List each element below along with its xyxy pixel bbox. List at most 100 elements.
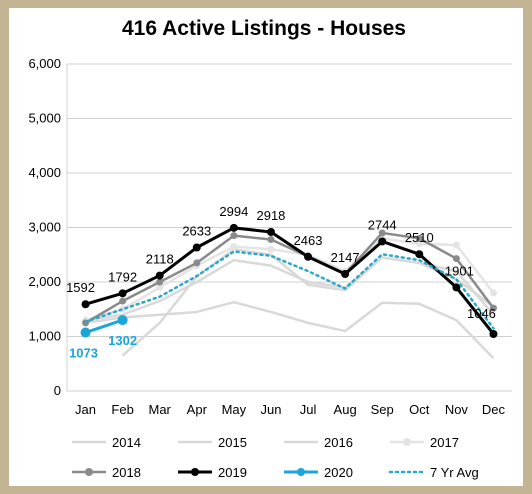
legend-marker (85, 468, 93, 476)
series-2015 (85, 256, 495, 322)
series-line (84, 250, 495, 330)
data-point (415, 240, 423, 248)
legend-marker (403, 438, 411, 446)
x-tick-label: Apr (187, 402, 208, 417)
x-tick-label: Jul (300, 402, 317, 417)
data-point (452, 283, 461, 292)
legend-item-2019: 2019 (178, 465, 247, 480)
data-point (452, 255, 460, 263)
x-tick-label: Mar (149, 402, 172, 417)
legend-label: 2019 (218, 465, 247, 480)
series-2014 (85, 300, 495, 360)
legend-marker (191, 468, 199, 476)
data-point (267, 235, 275, 243)
data-point (80, 327, 91, 338)
legend: 2014 2015 2016 2017 2018 2019 2020 7 Yr Avg (72, 435, 479, 480)
data-label-2019: 1792 (108, 269, 137, 284)
gridlines (67, 63, 512, 392)
series-2019 (81, 223, 498, 338)
legend-label: 2017 (430, 435, 459, 450)
data-point (230, 243, 238, 251)
data-point (119, 297, 127, 305)
series-line (85, 256, 495, 322)
data-point (156, 283, 164, 291)
legend-item-2018: 2018 (72, 465, 141, 480)
data-label-2019: 1901 (445, 263, 474, 278)
y-tick-label: 5,000 (28, 111, 61, 126)
data-label-2019: 1592 (66, 280, 95, 295)
data-point (415, 250, 424, 259)
data-label-2019: 2918 (256, 208, 285, 223)
data-point (266, 227, 275, 236)
x-tick-label: Aug (334, 402, 357, 417)
data-labels: 1592 1792 2118 2633 2994 2918 2463 2147 2744 2510… (66, 204, 496, 361)
data-label-2019: 2463 (294, 233, 323, 248)
data-point (489, 304, 497, 312)
data-label-2020: 1073 (69, 346, 98, 361)
data-point (341, 269, 350, 278)
legend-label: 2016 (324, 435, 353, 450)
y-tick-label: 3,000 (28, 220, 61, 235)
x-tick-label: May (222, 402, 247, 417)
data-label-2019: 2510 (405, 230, 434, 245)
data-point (304, 252, 313, 261)
legend-label: 7 Yr Avg (430, 465, 479, 480)
y-tick-label: 2,000 (28, 274, 61, 289)
data-point (489, 289, 497, 297)
legend-item-7-yr-avg: 7 Yr Avg (388, 465, 479, 480)
data-point (193, 259, 201, 267)
x-tick-label: Feb (111, 402, 133, 417)
data-point (415, 234, 423, 242)
chart-title: 416 Active Listings - Houses (122, 17, 406, 40)
legend-label: 2014 (112, 435, 141, 450)
x-tick-label: Oct (409, 402, 430, 417)
legend-label: 2015 (218, 435, 247, 450)
y-tick-label: 6,000 (28, 56, 61, 71)
data-point (118, 289, 127, 298)
legend-item-2014: 2014 (72, 435, 141, 450)
series-7-yr-avg (84, 250, 495, 330)
legend-label: 2020 (324, 465, 353, 480)
legend-item-2015: 2015 (178, 435, 247, 450)
series-line (85, 318, 124, 334)
data-point (489, 329, 498, 338)
x-tick-label: Jan (75, 402, 96, 417)
data-point (81, 300, 90, 309)
data-point (267, 245, 275, 253)
data-point (192, 243, 201, 252)
data-point (378, 229, 386, 237)
data-label-2019: 2744 (368, 217, 397, 232)
series-line (84, 231, 495, 324)
legend-label: 2018 (112, 465, 141, 480)
data-label-2019: 2994 (219, 204, 248, 219)
data-point (229, 223, 238, 232)
data-point (452, 241, 460, 249)
series-2020 (80, 315, 128, 338)
legend-item-2016: 2016 (284, 435, 353, 450)
data-label-2019: 1046 (467, 306, 496, 321)
x-tick-label: Jun (260, 402, 281, 417)
data-point (230, 232, 238, 240)
data-point (156, 278, 164, 286)
legend-item-2017: 2017 (390, 435, 459, 450)
axes: 0 1,000 2,000 3,000 4,000 5,000 6,000 Jan Feb Mar… (28, 56, 505, 417)
series-lines (80, 223, 498, 360)
x-tick-label: Sep (371, 402, 394, 417)
series-line (85, 300, 495, 360)
data-label-2019: 2147 (331, 250, 360, 265)
series-line (85, 237, 495, 322)
legend-marker (297, 468, 305, 476)
y-tick-label: 4,000 (28, 165, 61, 180)
data-point (155, 271, 164, 280)
y-tick-label: 1,000 (28, 329, 61, 344)
data-point (117, 315, 128, 326)
series-line (85, 226, 495, 335)
data-label-2019: 2633 (182, 224, 211, 239)
x-tick-label: Dec (482, 402, 506, 417)
x-tick-label: Nov (445, 402, 469, 417)
data-point (378, 237, 387, 246)
legend-item-2020: 2020 (284, 465, 353, 480)
data-label-2019: 2118 (146, 252, 174, 267)
